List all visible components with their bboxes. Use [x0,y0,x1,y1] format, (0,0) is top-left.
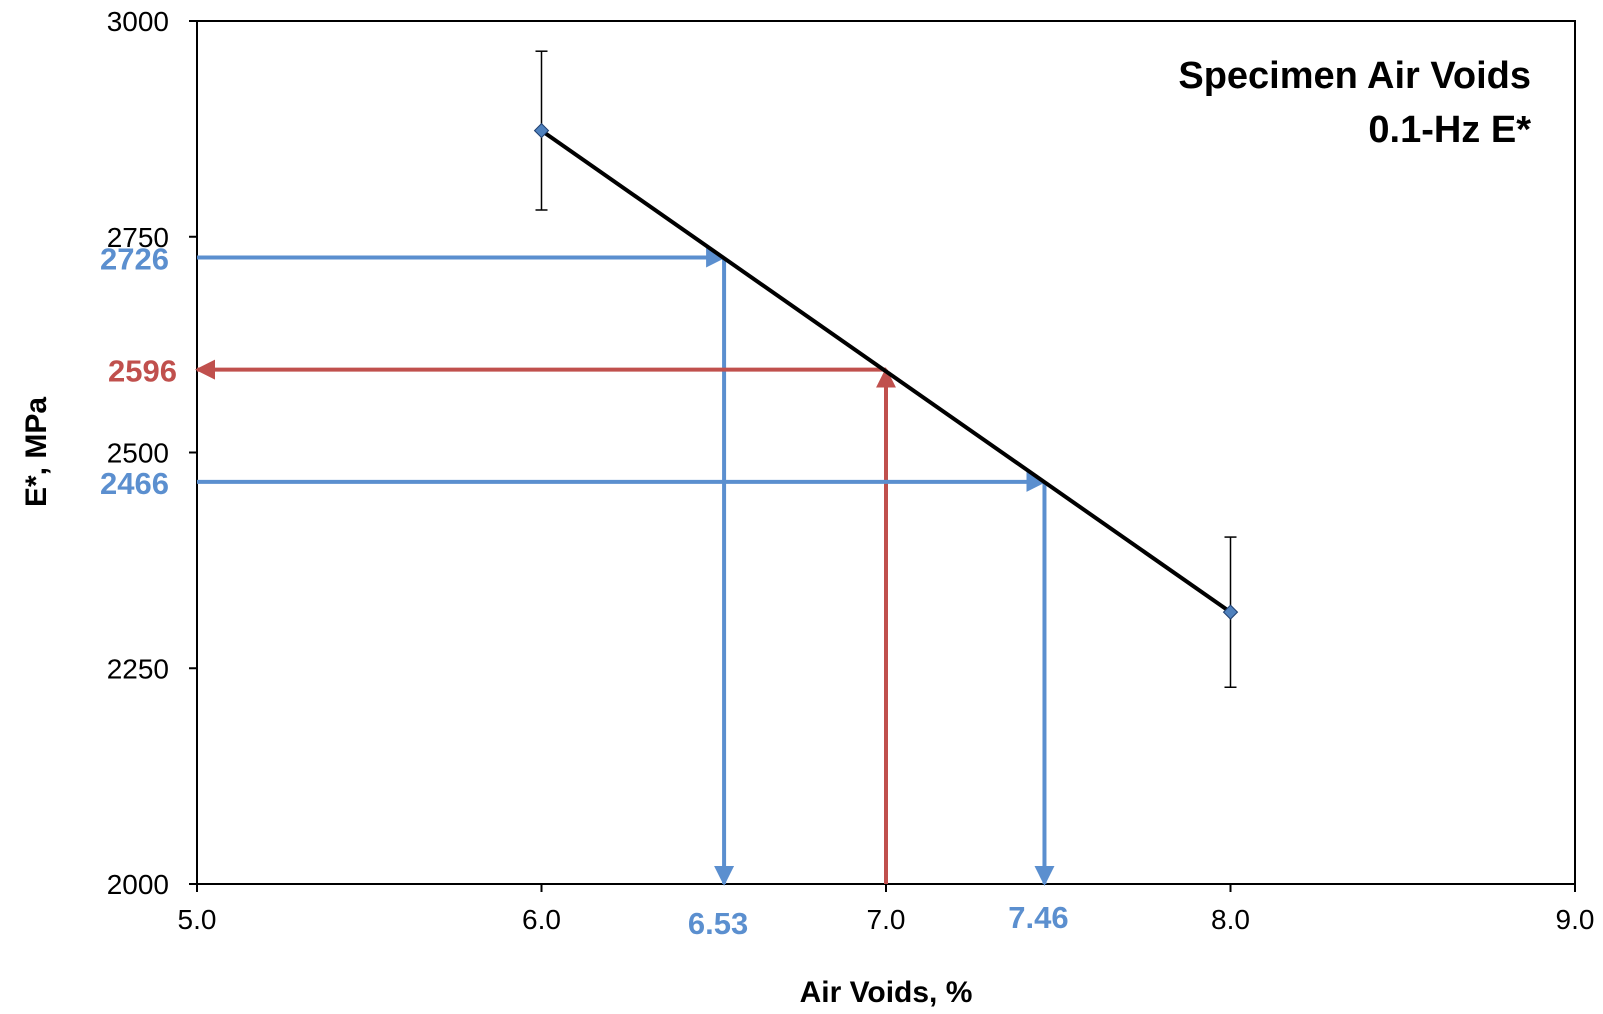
annotation-lines [195,247,1055,886]
y-tick-label: 2500 [107,438,169,469]
x-tick-label: 6.0 [522,904,561,935]
chart-title: Specimen Air Voids [1178,55,1531,97]
annotation-labels: 2726 6.53 2596 2466 7.46 [100,241,1069,941]
y-tick-label: 2750 [107,222,169,253]
x-tick-label: 8.0 [1211,904,1250,935]
x-axis-title: Air Voids, % [800,976,973,1009]
y-tick-label: 2250 [107,653,169,684]
axis-ticks: 5.0 6.0 7.0 8.0 9.0 2000 2250 2500 2750 3000 [107,6,1595,935]
x-tick-label: 7.0 [867,904,906,935]
x-tick-label: 9.0 [1556,904,1595,935]
data-series [533,50,1239,688]
annotation-label: 2596 [108,354,177,389]
annotation-label: 2726 [100,241,169,276]
annotation-label: 6.53 [688,906,748,941]
y-tick-label: 3000 [107,6,169,37]
annotation-label: 2466 [100,466,169,501]
trend-line [540,128,1232,614]
x-tick-label: 5.0 [178,904,217,935]
data-point [1222,604,1239,620]
data-point [533,122,550,139]
y-axis-title: E*, MPa [20,397,53,507]
annotation-label: 7.46 [1008,900,1068,935]
chart-subtitle: 0.1-Hz E* [1368,109,1531,151]
y-tick-label: 2000 [107,869,169,900]
